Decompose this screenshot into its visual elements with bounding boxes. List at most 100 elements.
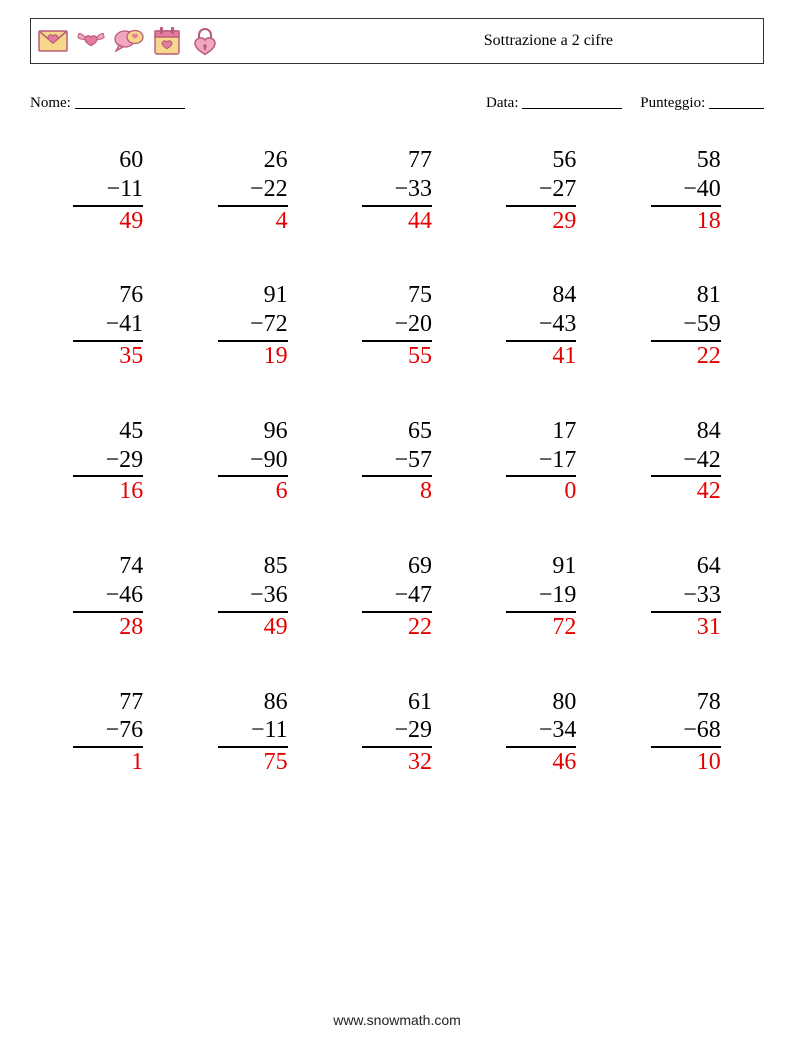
problem-21: 77−761 — [36, 688, 180, 777]
problem-1: 60−1149 — [36, 146, 180, 235]
subtrahend: −29 — [73, 446, 143, 478]
answer: 19 — [218, 342, 288, 371]
problem-12: 96−906 — [180, 417, 324, 506]
worksheet-title: Sottrazione a 2 cifre — [484, 32, 613, 50]
date-label: Data: — [486, 95, 518, 111]
answer: 31 — [651, 613, 721, 642]
problem-14: 17−170 — [469, 417, 613, 506]
answer: 28 — [73, 613, 143, 642]
answer: 22 — [362, 613, 432, 642]
score-blank[interactable] — [709, 94, 764, 109]
subtrahend: −46 — [73, 581, 143, 613]
minuend: 86 — [218, 688, 288, 717]
minuend: 84 — [506, 281, 576, 310]
problem-4: 56−2729 — [469, 146, 613, 235]
answer: 42 — [651, 477, 721, 506]
minuend: 56 — [506, 146, 576, 175]
minuend: 75 — [362, 281, 432, 310]
minuend: 74 — [73, 552, 143, 581]
name-blank[interactable] — [75, 94, 185, 109]
problem-22: 86−1175 — [180, 688, 324, 777]
subtrahend: −19 — [506, 581, 576, 613]
answer: 49 — [73, 207, 143, 236]
problem-17: 85−3649 — [180, 552, 324, 641]
answer: 46 — [506, 748, 576, 777]
footer-url: www.snowmath.com — [0, 1012, 794, 1028]
problem-24: 80−3446 — [469, 688, 613, 777]
answer: 22 — [651, 342, 721, 371]
answer: 18 — [651, 207, 721, 236]
subtrahend: −33 — [651, 581, 721, 613]
winged-heart-icon — [75, 25, 107, 57]
answer: 41 — [506, 342, 576, 371]
subtrahend: −29 — [362, 716, 432, 748]
problem-5: 58−4018 — [614, 146, 758, 235]
heart-lock-icon — [189, 25, 221, 57]
subtrahend: −11 — [73, 175, 143, 207]
problems-grid: 60−114926−22477−334456−272958−401876−413… — [30, 146, 764, 777]
problem-16: 74−4628 — [36, 552, 180, 641]
answer: 29 — [506, 207, 576, 236]
problem-13: 65−578 — [325, 417, 469, 506]
minuend: 45 — [73, 417, 143, 446]
problem-11: 45−2916 — [36, 417, 180, 506]
minuend: 77 — [362, 146, 432, 175]
minuend: 78 — [651, 688, 721, 717]
answer: 49 — [218, 613, 288, 642]
minuend: 60 — [73, 146, 143, 175]
subtrahend: −42 — [651, 446, 721, 478]
minuend: 85 — [218, 552, 288, 581]
minuend: 26 — [218, 146, 288, 175]
problem-19: 91−1972 — [469, 552, 613, 641]
problem-20: 64−3331 — [614, 552, 758, 641]
subtrahend: −27 — [506, 175, 576, 207]
minuend: 81 — [651, 281, 721, 310]
subtrahend: −17 — [506, 446, 576, 478]
problem-9: 84−4341 — [469, 281, 613, 370]
problem-25: 78−6810 — [614, 688, 758, 777]
answer: 75 — [218, 748, 288, 777]
subtrahend: −76 — [73, 716, 143, 748]
envelope-heart-icon — [37, 25, 69, 57]
problem-2: 26−224 — [180, 146, 324, 235]
info-line: Nome: Data: Punteggio: — [30, 92, 764, 112]
score-label: Punteggio: — [640, 95, 705, 111]
minuend: 91 — [218, 281, 288, 310]
problem-3: 77−3344 — [325, 146, 469, 235]
answer: 35 — [73, 342, 143, 371]
subtrahend: −36 — [218, 581, 288, 613]
minuend: 76 — [73, 281, 143, 310]
subtrahend: −43 — [506, 310, 576, 342]
subtrahend: −41 — [73, 310, 143, 342]
minuend: 61 — [362, 688, 432, 717]
problem-6: 76−4135 — [36, 281, 180, 370]
minuend: 64 — [651, 552, 721, 581]
subtrahend: −34 — [506, 716, 576, 748]
answer: 72 — [506, 613, 576, 642]
answer: 44 — [362, 207, 432, 236]
minuend: 96 — [218, 417, 288, 446]
header-box: Sottrazione a 2 cifre — [30, 18, 764, 64]
answer: 1 — [73, 748, 143, 777]
problem-15: 84−4242 — [614, 417, 758, 506]
problem-8: 75−2055 — [325, 281, 469, 370]
date-blank[interactable] — [522, 94, 622, 109]
subtrahend: −11 — [218, 716, 288, 748]
answer: 0 — [506, 477, 576, 506]
answer: 16 — [73, 477, 143, 506]
subtrahend: −47 — [362, 581, 432, 613]
minuend: 65 — [362, 417, 432, 446]
subtrahend: −40 — [651, 175, 721, 207]
subtrahend: −22 — [218, 175, 288, 207]
name-label: Nome: — [30, 95, 71, 111]
subtrahend: −72 — [218, 310, 288, 342]
minuend: 58 — [651, 146, 721, 175]
problem-7: 91−7219 — [180, 281, 324, 370]
answer: 8 — [362, 477, 432, 506]
problem-18: 69−4722 — [325, 552, 469, 641]
problem-10: 81−5922 — [614, 281, 758, 370]
minuend: 17 — [506, 417, 576, 446]
subtrahend: −20 — [362, 310, 432, 342]
calendar-heart-icon — [151, 25, 183, 57]
header-icons — [37, 25, 221, 57]
